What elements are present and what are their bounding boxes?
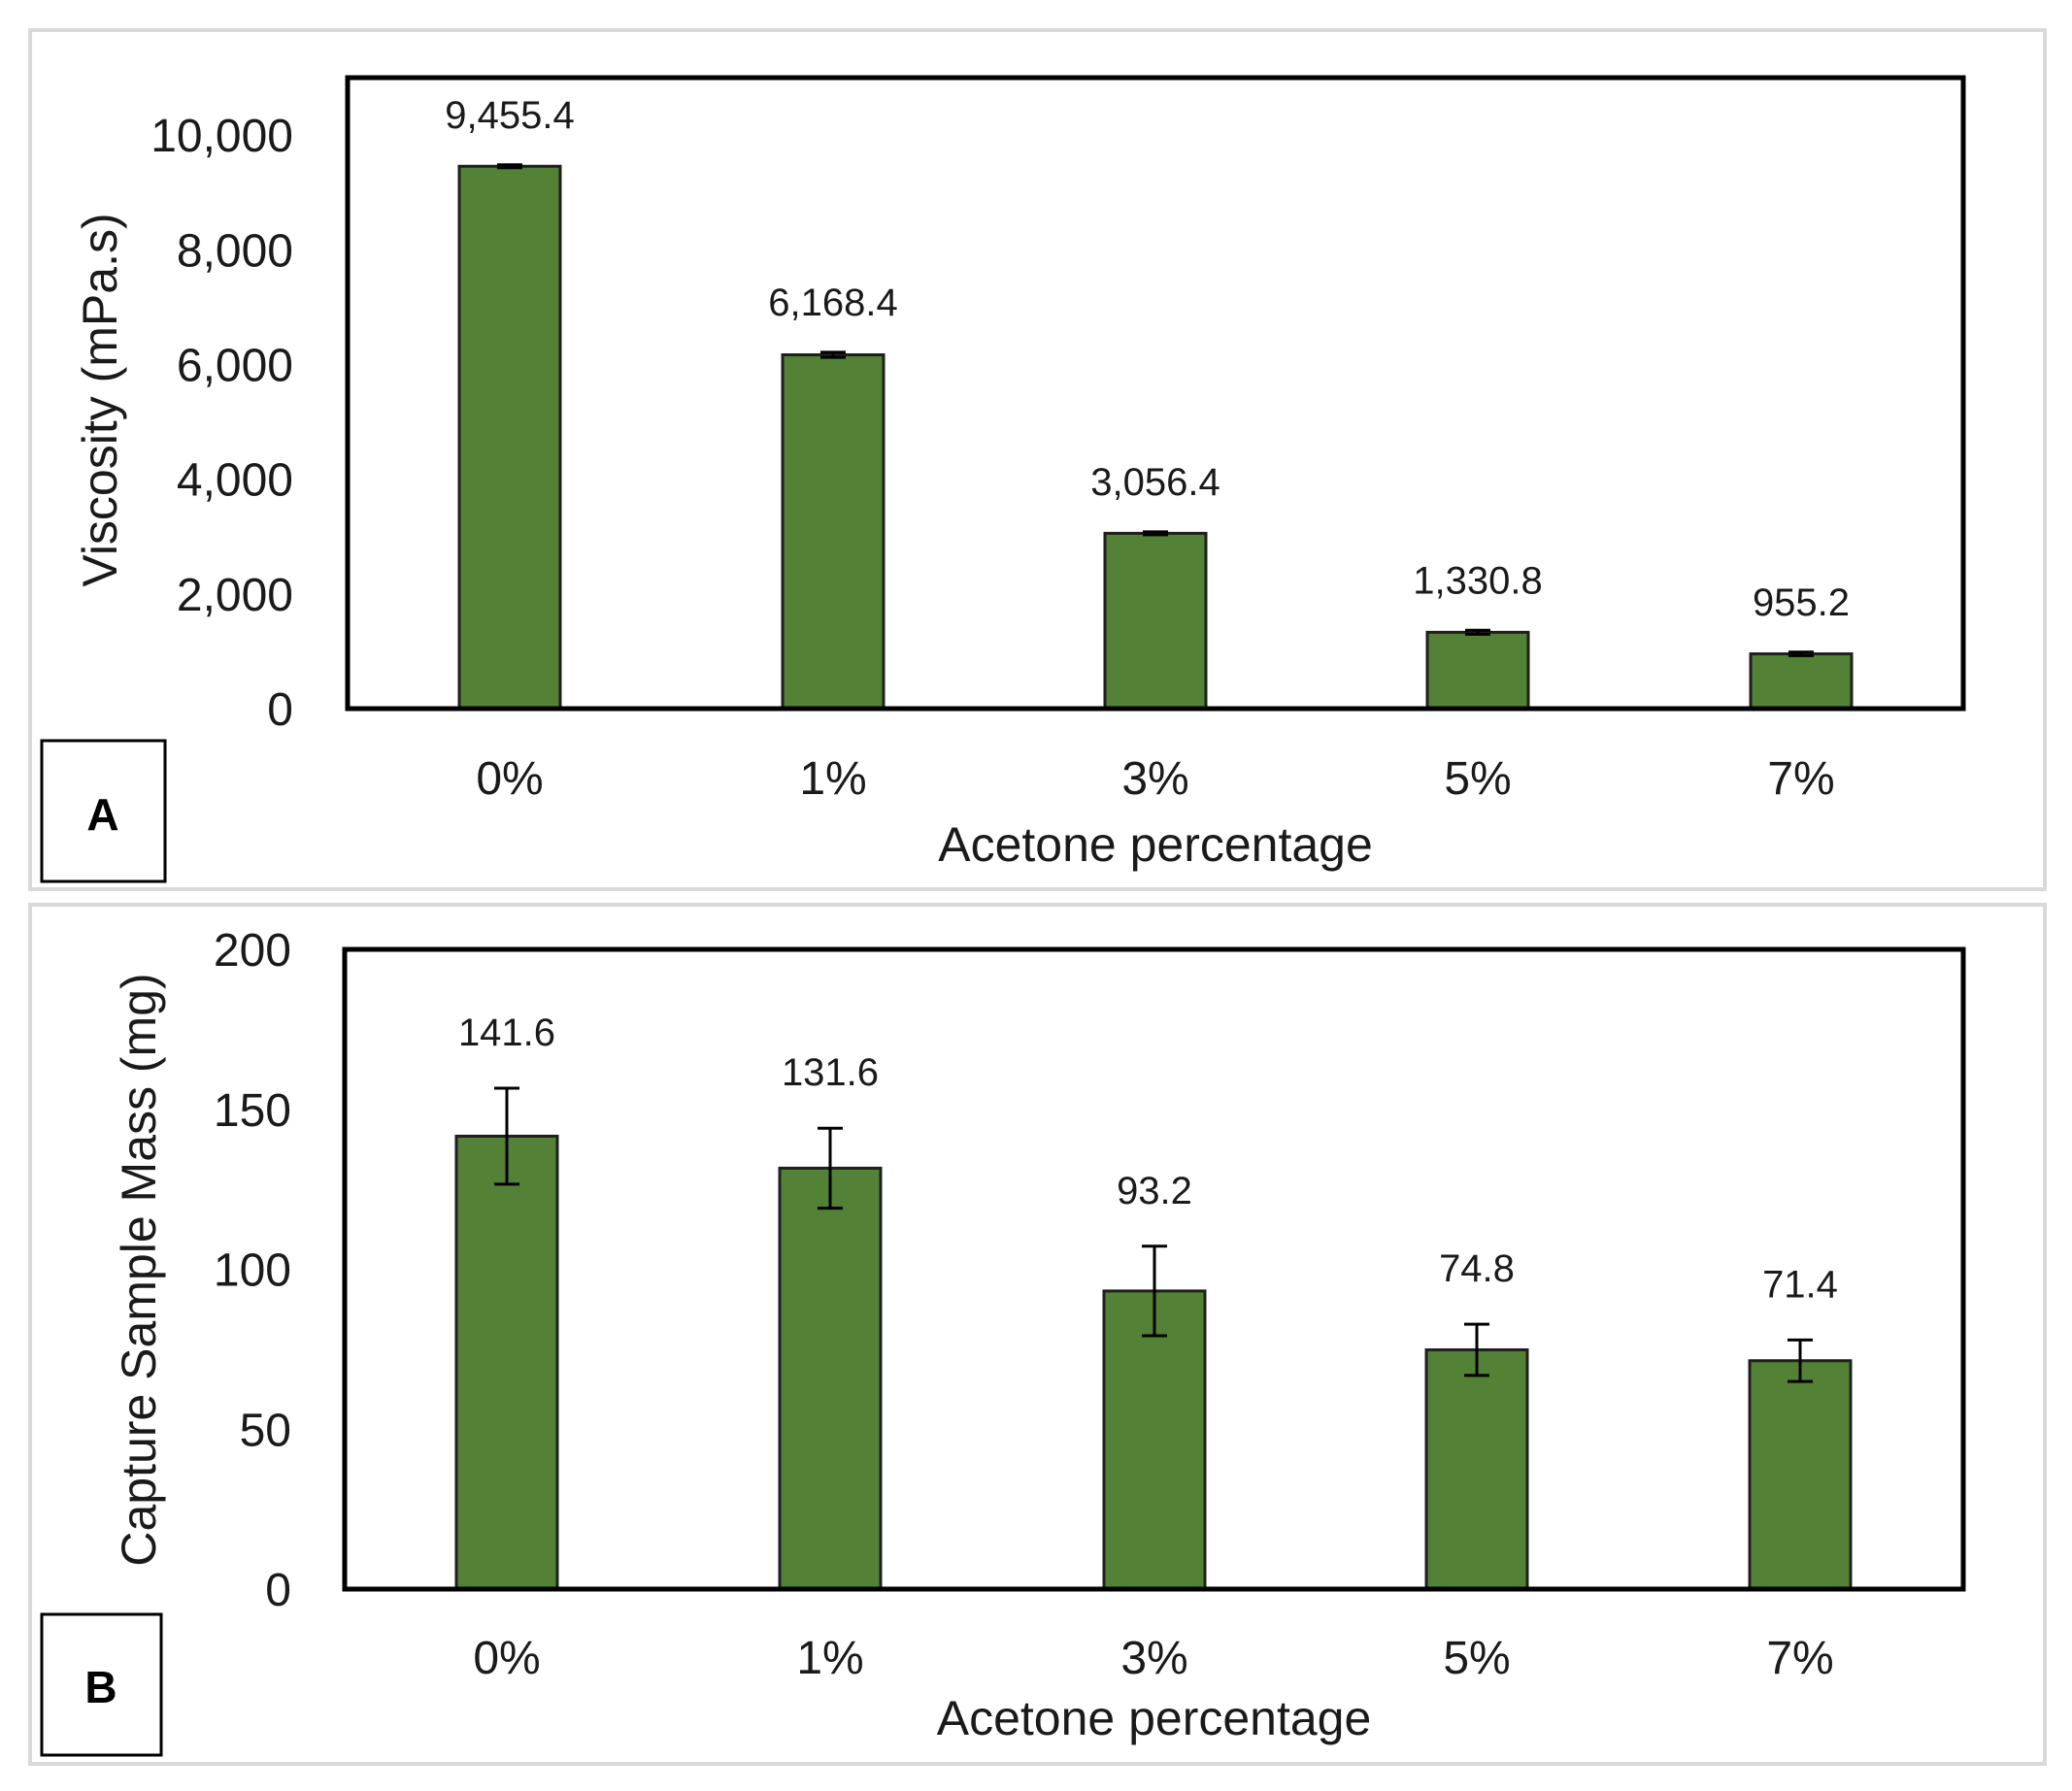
panel-a-badge-label: A <box>86 789 118 840</box>
chart-a-bar-5% <box>1425 630 1530 711</box>
chart-a-data-label: 6,168.4 <box>768 282 897 324</box>
chart-a-x-axis-title: Acetone percentage <box>938 817 1373 872</box>
chart-a-y-tick-label: 2,000 <box>177 570 293 621</box>
chart-a-y-tick-label: 4,000 <box>177 455 293 507</box>
chart-b-y-tick-label: 50 <box>240 1405 291 1456</box>
chart-b-data-label: 131.6 <box>782 1051 879 1094</box>
chart-a-bar-0% <box>457 164 562 711</box>
chart-b-x-tick-label: 1% <box>796 1633 863 1684</box>
chart-b-bar-1% <box>778 1166 883 1591</box>
chart-b-y-tick-label: 150 <box>214 1085 291 1137</box>
panel-b-badge <box>40 1612 163 1757</box>
chart-a-y-tick-label: 6,000 <box>177 340 293 391</box>
chart-a-data-label: 9,455.4 <box>445 94 574 137</box>
chart-b-y-tick-label: 200 <box>214 925 291 977</box>
chart-a-bar-7% <box>1749 652 1854 711</box>
panel-b-border <box>28 903 2047 1766</box>
chart-a-error-bar <box>820 350 846 359</box>
chart-b-x-tick-label: 3% <box>1120 1633 1187 1684</box>
chart-a-error-bar <box>1465 628 1490 636</box>
chart-a-x-tick-label: 0% <box>476 753 543 805</box>
panel-a-badge <box>40 739 167 883</box>
chart-b-data-label: 93.2 <box>1117 1170 1192 1212</box>
chart-a-y-tick-label: 0 <box>267 684 293 736</box>
chart-a-data-label: 3,056.4 <box>1090 461 1220 504</box>
chart-a-data-label: 1,330.8 <box>1413 559 1542 602</box>
chart-b-y-axis-title: Capture Sample Mass (mg) <box>112 973 166 1566</box>
chart-b-error-bar <box>494 1086 519 1186</box>
chart-b-bar-5% <box>1424 1348 1529 1591</box>
chart-b-frame <box>342 946 1966 1592</box>
chart-b-capture-mass: 0 50 100 150 200 141.6 131.6 93.2 74.8 71.4 0% 1%… <box>112 925 1966 1745</box>
chart-a-x-tick-label: 5% <box>1444 753 1511 805</box>
chart-a-bar-3% <box>1103 531 1208 711</box>
chart-a-y-tick-label: 10,000 <box>150 111 293 162</box>
chart-a-x-tick-label: 1% <box>799 753 866 805</box>
chart-a-viscosity: 0 2,000 4,000 6,000 8,000 10,000 9,455.4 6,168… <box>73 75 1966 872</box>
chart-b-data-label: 74.8 <box>1439 1247 1515 1290</box>
chart-a-y-tick-label: 8,000 <box>177 225 293 277</box>
chart-b-x-tick-label: 5% <box>1443 1633 1510 1684</box>
chart-a-frame <box>345 75 1966 712</box>
chart-b-x-axis-title: Acetone percentage <box>937 1691 1372 1745</box>
chart-b-x-tick-label: 7% <box>1766 1633 1833 1684</box>
chart-b-error-bar <box>1464 1322 1489 1377</box>
chart-b-x-tick-label: 0% <box>473 1633 540 1684</box>
chart-b-data-label: 141.6 <box>458 1012 555 1054</box>
chart-a-bar-1% <box>781 353 886 711</box>
chart-b-bar-0% <box>454 1134 559 1591</box>
panel-a-border <box>28 28 2047 891</box>
chart-b-y-tick-label: 100 <box>214 1245 291 1297</box>
chart-a-y-axis-title: Viscosity (mPa.s) <box>73 213 127 586</box>
chart-b-error-bar <box>818 1126 843 1211</box>
chart-a-x-tick-label: 3% <box>1121 753 1188 805</box>
chart-b-y-tick-label: 0 <box>265 1565 291 1616</box>
chart-b-error-bar <box>1142 1244 1167 1338</box>
chart-b-bar-7% <box>1748 1359 1853 1591</box>
chart-a-error-bar <box>1143 530 1168 537</box>
chart-b-data-label: 71.4 <box>1762 1263 1838 1306</box>
panel-b-badge-label: B <box>84 1662 117 1712</box>
chart-a-data-label: 955.2 <box>1753 581 1850 624</box>
chart-b-error-bar <box>1788 1338 1813 1383</box>
chart-a-x-tick-label: 7% <box>1767 753 1834 805</box>
chart-a-error-bar <box>497 163 522 170</box>
chart-a-error-bar <box>1788 650 1814 657</box>
